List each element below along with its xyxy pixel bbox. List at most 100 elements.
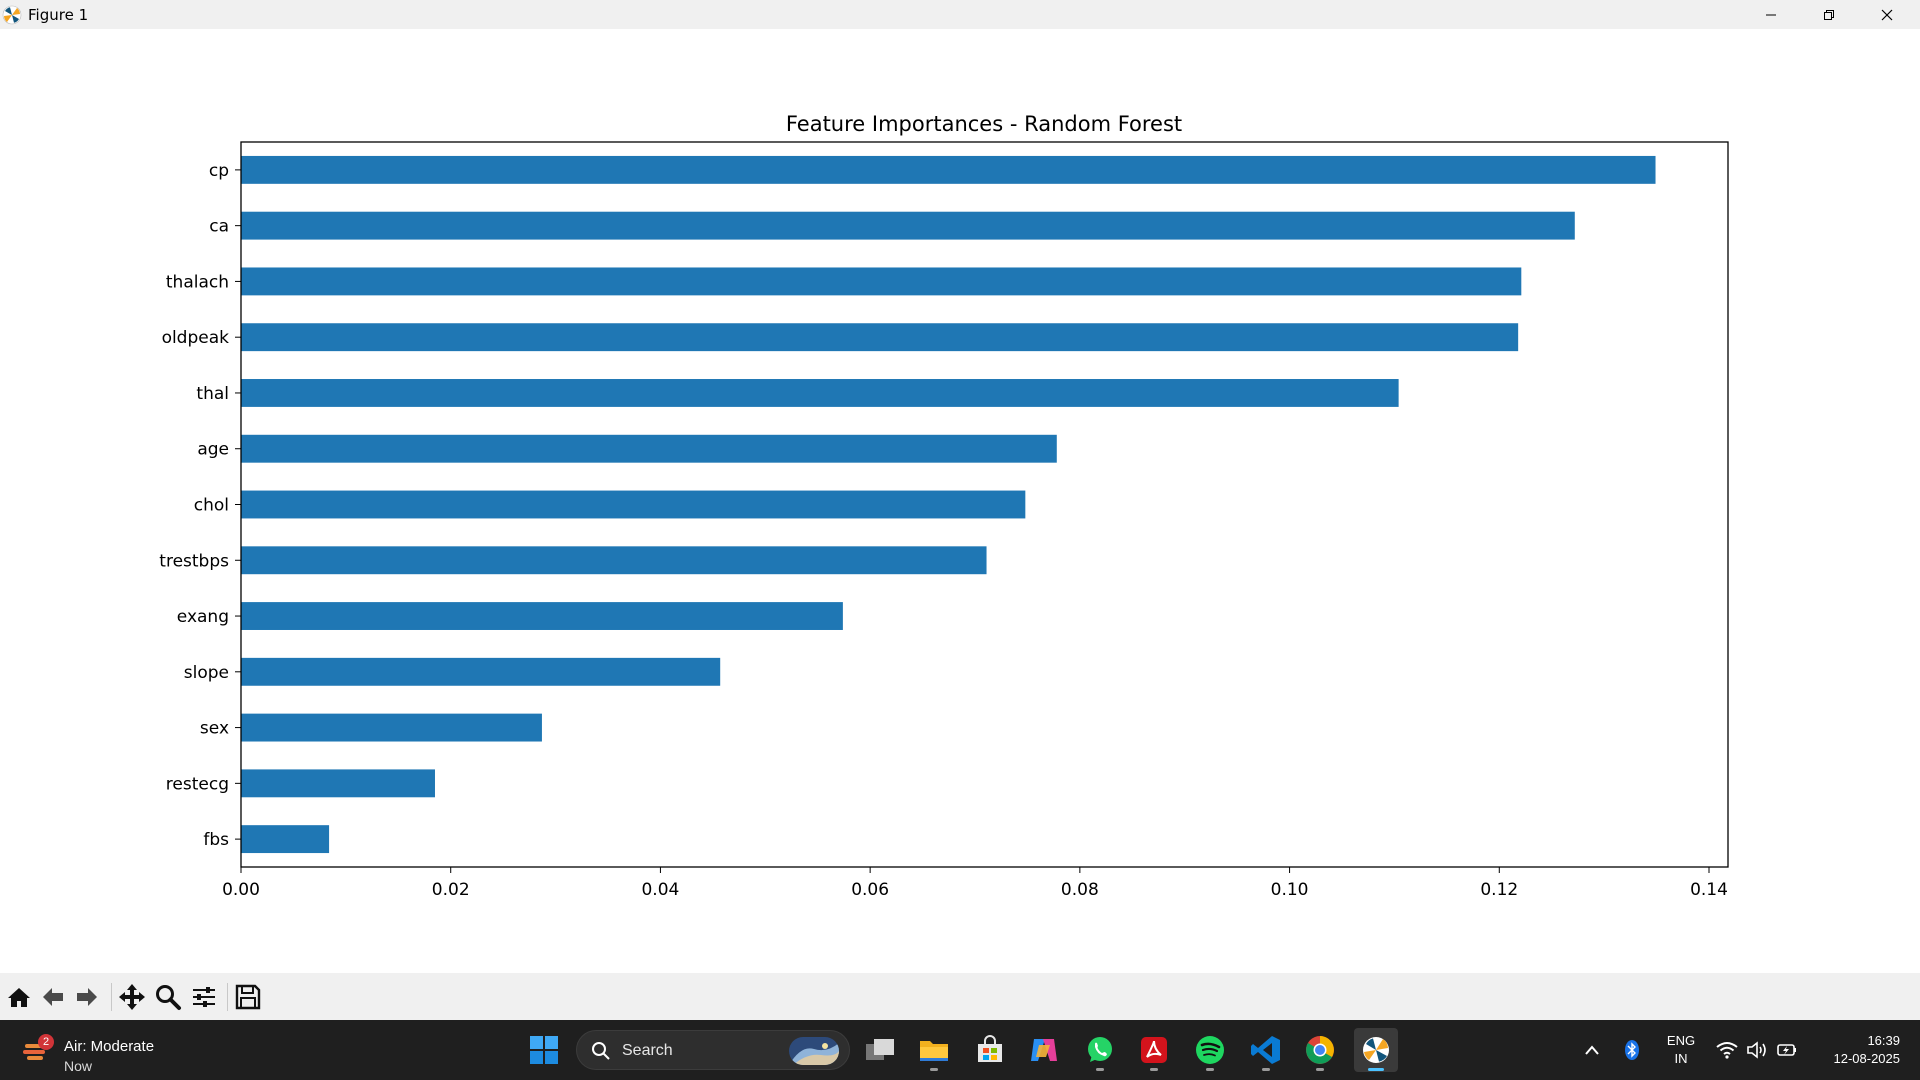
taskbar-whatsapp[interactable] bbox=[1078, 1028, 1122, 1072]
bar-oldpeak bbox=[241, 323, 1519, 352]
notification-badge: 2 bbox=[38, 1034, 54, 1050]
y-tick-label: chol bbox=[194, 496, 229, 516]
window-titlebar: Figure 1 bbox=[0, 0, 1920, 29]
bar-cp bbox=[241, 155, 1656, 184]
restore-icon bbox=[1824, 9, 1834, 20]
bar-exang bbox=[241, 602, 843, 630]
x-tick-label: 0.12 bbox=[1480, 880, 1518, 900]
chevron-up-icon bbox=[1585, 1045, 1599, 1055]
pan-button[interactable] bbox=[117, 983, 147, 1011]
battery-charging-icon bbox=[1777, 1044, 1796, 1056]
running-indicator bbox=[1316, 1068, 1324, 1071]
x-tick-label: 0.00 bbox=[222, 880, 260, 900]
taskbar-vscode[interactable] bbox=[1244, 1028, 1288, 1072]
wifi-tray-icon[interactable] bbox=[1714, 1020, 1740, 1080]
acrobat-icon bbox=[1141, 1037, 1167, 1063]
window-title: Figure 1 bbox=[28, 6, 89, 24]
home-icon bbox=[8, 988, 30, 1007]
y-tick-label: thal bbox=[196, 384, 229, 404]
clock-date: 12-08-2025 bbox=[1833, 1051, 1901, 1066]
weather-subtitle: Now bbox=[64, 1058, 93, 1074]
language-indicator[interactable]: ENG IN bbox=[1660, 1032, 1702, 1068]
language-code: ENG bbox=[1666, 1033, 1696, 1048]
bar-sex bbox=[241, 713, 542, 742]
y-tick-label: fbs bbox=[203, 830, 229, 850]
clock-time: 16:39 bbox=[1867, 1033, 1900, 1048]
bar-age bbox=[241, 434, 1057, 463]
whatsapp-icon bbox=[1088, 1037, 1112, 1062]
folder-icon bbox=[920, 1041, 948, 1061]
taskbar-task-view[interactable] bbox=[858, 1028, 902, 1072]
clock[interactable]: 16:39 12-08-2025 bbox=[1808, 1032, 1901, 1068]
home-button[interactable] bbox=[4, 983, 34, 1011]
bluetooth-tray-icon[interactable] bbox=[1620, 1020, 1644, 1080]
back-button[interactable] bbox=[38, 983, 68, 1011]
bar-ca bbox=[241, 211, 1575, 240]
start-button[interactable] bbox=[522, 1028, 566, 1072]
running-indicator bbox=[1150, 1068, 1158, 1071]
close-button[interactable] bbox=[1858, 0, 1916, 29]
y-tick-label: ca bbox=[209, 217, 229, 237]
bar-thal bbox=[241, 379, 1399, 407]
vscode-icon bbox=[1251, 1036, 1280, 1064]
taskbar-acrobat[interactable] bbox=[1132, 1028, 1176, 1072]
search-input[interactable]: Search bbox=[576, 1030, 850, 1070]
store-icon bbox=[978, 1035, 1002, 1062]
configure-subplots-button[interactable] bbox=[189, 983, 219, 1011]
x-tick-label: 0.14 bbox=[1690, 880, 1728, 900]
sliders-icon bbox=[193, 987, 215, 1007]
bars-group bbox=[241, 155, 1656, 854]
y-tick-label: exang bbox=[177, 607, 229, 627]
forward-button[interactable] bbox=[72, 983, 102, 1011]
y-tick-label: cp bbox=[209, 161, 229, 181]
y-tick-label: age bbox=[197, 440, 229, 460]
axes-frame bbox=[240, 141, 1729, 868]
bar-thalach bbox=[241, 267, 1522, 296]
chart-title: Feature Importances - Random Forest bbox=[786, 112, 1182, 136]
search-highlight-image bbox=[789, 1037, 839, 1065]
show-hidden-icons-button[interactable] bbox=[1580, 1020, 1604, 1080]
matplotlib-icon bbox=[1363, 1037, 1389, 1063]
minimize-button[interactable] bbox=[1742, 0, 1800, 29]
speaker-icon bbox=[1747, 1041, 1766, 1059]
region-code: IN bbox=[1674, 1051, 1688, 1066]
taskbar-file-explorer[interactable] bbox=[912, 1028, 956, 1072]
y-tick-label: trestbps bbox=[159, 551, 229, 571]
matplotlib-app-icon bbox=[2, 5, 22, 25]
taskbar-copilot[interactable] bbox=[1022, 1028, 1066, 1072]
search-placeholder: Search bbox=[622, 1042, 673, 1059]
zoom-button[interactable] bbox=[153, 983, 183, 1011]
arrow-right-icon bbox=[77, 988, 97, 1006]
task-view-icon bbox=[866, 1039, 894, 1060]
navigation-toolbar bbox=[0, 973, 1920, 1020]
weather-widget[interactable]: 2 Air: Moderate Now bbox=[22, 1028, 182, 1074]
taskbar-chrome[interactable] bbox=[1298, 1028, 1342, 1072]
taskbar: 2 Air: Moderate Now Search bbox=[0, 1020, 1920, 1080]
y-tick-label: oldpeak bbox=[162, 328, 230, 348]
save-button[interactable] bbox=[233, 983, 263, 1011]
running-indicator bbox=[1206, 1068, 1214, 1071]
weather-title: Air: Moderate bbox=[64, 1038, 155, 1055]
x-tick-label: 0.08 bbox=[1061, 880, 1099, 900]
copilot-icon bbox=[1031, 1039, 1057, 1061]
running-indicator bbox=[1262, 1068, 1270, 1071]
arrow-left-icon bbox=[43, 988, 63, 1006]
y-tick-label: slope bbox=[184, 663, 229, 683]
floppy-icon bbox=[235, 984, 261, 1010]
y-tick-label: restecg bbox=[166, 774, 229, 794]
battery-tray-icon[interactable] bbox=[1774, 1020, 1800, 1080]
spotify-icon bbox=[1196, 1036, 1224, 1064]
taskbar-matplotlib-figure[interactable] bbox=[1354, 1028, 1398, 1072]
running-indicator bbox=[1096, 1068, 1104, 1071]
taskbar-microsoft-store[interactable] bbox=[968, 1028, 1012, 1072]
x-ticks: 0.00 0.02 0.04 0.06 0.08 0.10 0.12 0.14 bbox=[222, 867, 1728, 900]
taskbar-spotify[interactable] bbox=[1188, 1028, 1232, 1072]
figure-canvas[interactable]: Feature Importances - Random Forest cp ca… bbox=[0, 29, 1920, 973]
maximize-button[interactable] bbox=[1800, 0, 1858, 29]
bar-restecg bbox=[241, 769, 435, 798]
volume-tray-icon[interactable] bbox=[1744, 1020, 1770, 1080]
search-icon bbox=[592, 1042, 610, 1060]
bar-chart: Feature Importances - Random Forest cp ca… bbox=[159, 112, 1729, 900]
y-tick-labels: cp ca thalach oldpeak thal age chol trestbps exa… bbox=[159, 161, 241, 850]
bluetooth-icon bbox=[1625, 1040, 1639, 1060]
